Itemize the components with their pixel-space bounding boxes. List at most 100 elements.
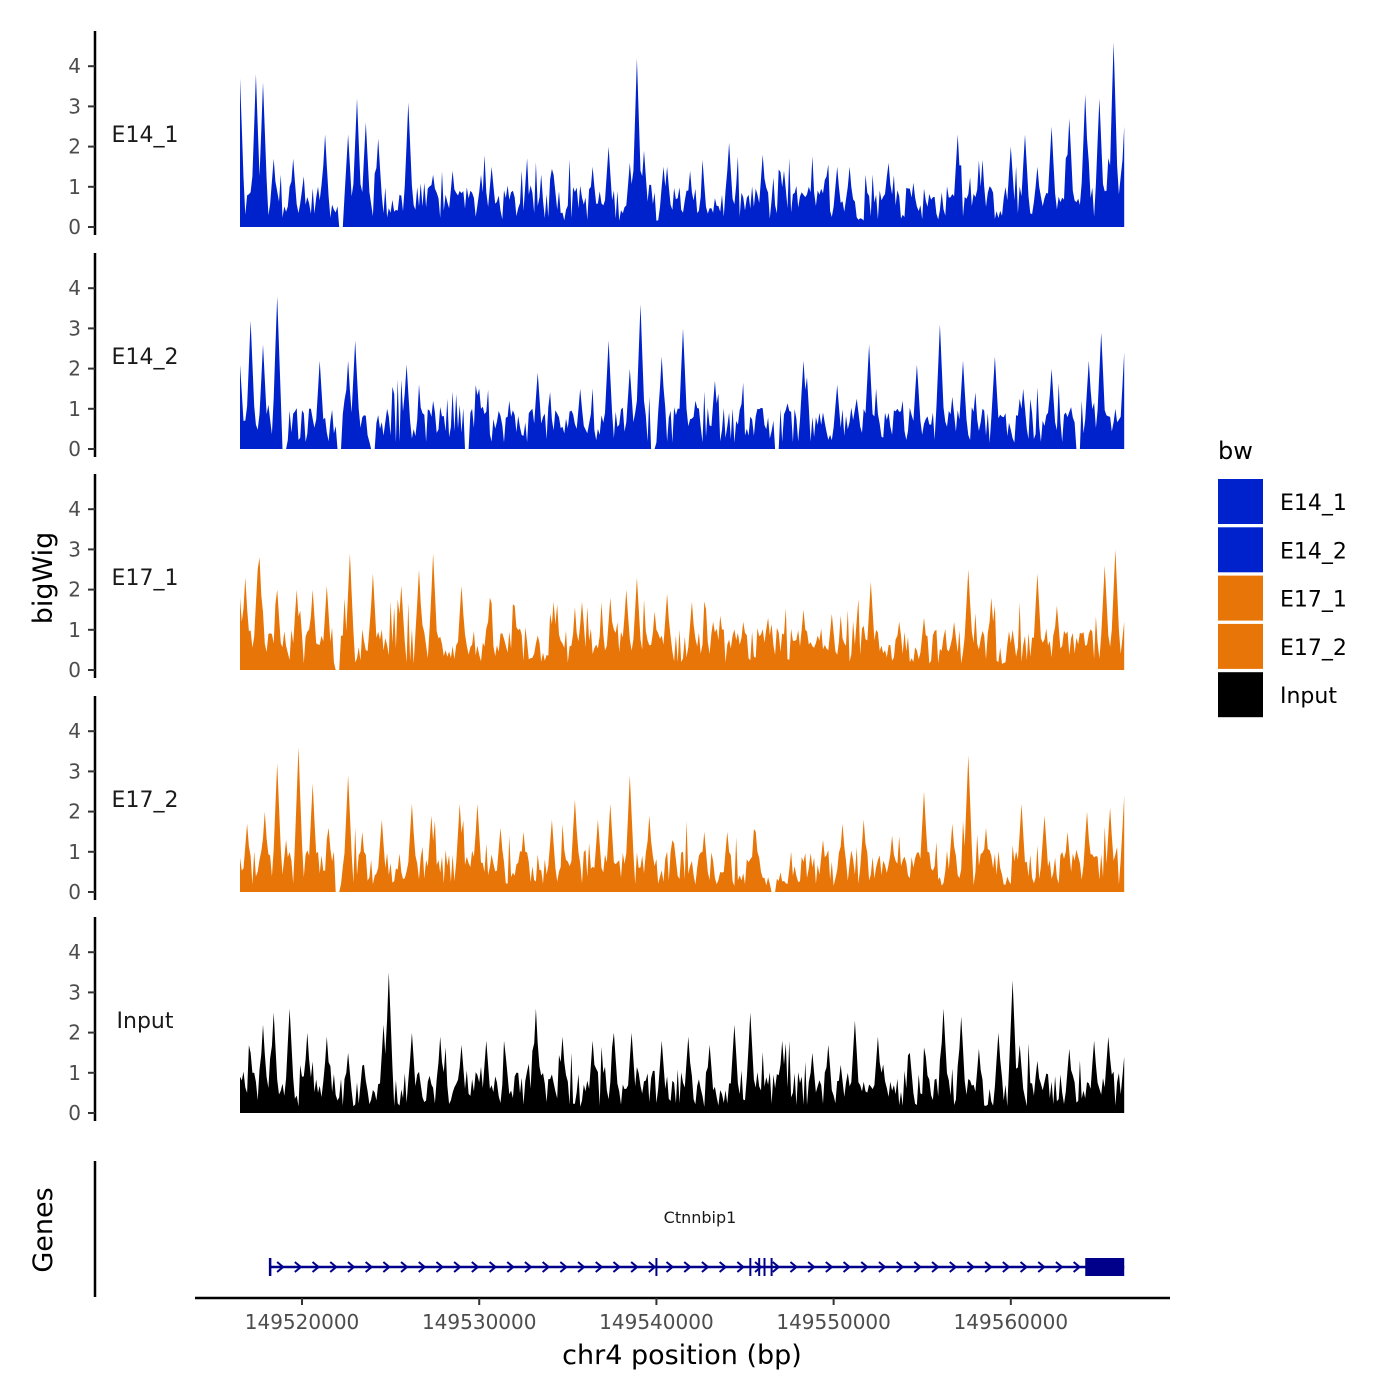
- strand-chevron: [665, 1261, 675, 1273]
- track-label: E14_2: [112, 345, 179, 370]
- legend-label: E17_1: [1280, 588, 1347, 613]
- legend-swatch-e14_2: [1218, 527, 1263, 573]
- coverage-area-e17_1: [240, 549, 1125, 670]
- y-tick-label: 2: [68, 800, 81, 824]
- track-panel-e17_2: 0 1 2 3 4 E17_2: [68, 696, 1125, 904]
- strand-chevron: [311, 1261, 321, 1273]
- y-tick-label: 2: [68, 1021, 81, 1045]
- tracks-layer: 0 1 2 3 4 E14_1 0 1 2 3 4 E14_2 0 1 2 3 4 E17_1 0 1 2 3 4 E17_2…: [68, 31, 1125, 1125]
- strand-chevron: [506, 1261, 515, 1273]
- legend-swatch-e17_1: [1218, 575, 1263, 621]
- gene-exon-block: [1085, 1258, 1125, 1276]
- y-tick-label: 1: [68, 618, 81, 642]
- legend-label: E17_2: [1280, 636, 1347, 661]
- track-panel-input: 0 1 2 3 4 Input: [68, 917, 1125, 1125]
- strand-chevron: [400, 1261, 409, 1273]
- y-tick-label: 0: [68, 437, 81, 461]
- gene-track-title: Genes: [28, 1187, 59, 1272]
- track-label: E17_1: [112, 566, 179, 591]
- track-panel-e17_1: 0 1 2 3 4 E17_1: [68, 474, 1125, 682]
- strand-chevron: [577, 1261, 586, 1273]
- x-tick-label: 149520000: [245, 1310, 360, 1334]
- strand-chevron: [718, 1261, 728, 1273]
- y-tick-label: 4: [68, 54, 81, 78]
- strand-chevron: [966, 1261, 975, 1273]
- strand-chevron: [612, 1261, 621, 1273]
- y-tick-label: 0: [68, 658, 81, 682]
- strand-chevron: [878, 1261, 887, 1273]
- legend-title: bw: [1218, 437, 1253, 465]
- y-tick-label: 3: [68, 94, 81, 118]
- strand-chevron: [347, 1261, 356, 1273]
- strand-chevron: [435, 1261, 444, 1273]
- y-tick-label: 2: [68, 357, 81, 381]
- x-tick-label: 149550000: [776, 1310, 891, 1334]
- strand-chevron: [683, 1261, 692, 1273]
- y-tick-label: 4: [68, 497, 81, 521]
- strand-chevron: [860, 1261, 869, 1273]
- y-axis-title: bigWig: [28, 532, 59, 625]
- y-tick-label: 1: [68, 175, 81, 199]
- track-label: E17_2: [112, 788, 179, 813]
- coverage-area-e14_1: [240, 42, 1125, 227]
- strand-chevron: [789, 1261, 798, 1273]
- strand-chevron: [541, 1261, 551, 1273]
- y-tick-label: 3: [68, 537, 81, 561]
- coverage-area-input: [240, 972, 1125, 1113]
- y-tick-label: 2: [68, 578, 81, 602]
- strand-chevron: [559, 1261, 568, 1273]
- strand-chevron: [825, 1261, 834, 1273]
- strand-chevron: [1002, 1261, 1011, 1273]
- legend-swatch-e14_1: [1218, 479, 1263, 524]
- y-tick-label: 4: [68, 719, 81, 743]
- y-tick-label: 0: [68, 880, 81, 904]
- y-tick-label: 3: [68, 759, 81, 783]
- y-tick-label: 1: [68, 840, 81, 864]
- strand-chevron: [949, 1261, 958, 1273]
- strand-chevron: [648, 1261, 657, 1273]
- strand-chevron: [630, 1261, 639, 1273]
- y-tick-label: 1: [68, 1061, 81, 1085]
- strand-chevron: [984, 1261, 993, 1273]
- track-label: Input: [117, 1009, 174, 1034]
- strand-chevron: [276, 1261, 285, 1273]
- strand-chevron: [1037, 1261, 1046, 1273]
- strand-chevron: [895, 1261, 905, 1273]
- track-panel-e14_2: 0 1 2 3 4 E14_2: [68, 253, 1125, 461]
- x-tick-label: 149540000: [599, 1310, 714, 1334]
- x-axis-title: chr4 position (bp): [562, 1340, 802, 1371]
- strand-chevron: [842, 1261, 852, 1273]
- coverage-area-e14_2: [240, 296, 1125, 449]
- strand-chevron: [754, 1261, 763, 1273]
- track-label: E14_1: [112, 123, 179, 148]
- legend-label: Input: [1280, 684, 1337, 709]
- strand-chevron: [364, 1261, 374, 1273]
- y-tick-label: 1: [68, 397, 81, 421]
- x-axis: 149520000 149530000 149540000 149550000 1495…: [195, 1296, 1170, 1334]
- x-tick-label: 149530000: [422, 1310, 537, 1334]
- coverage-area-e17_2: [240, 747, 1125, 892]
- y-tick-label: 3: [68, 980, 81, 1004]
- legend-swatch-input: [1218, 672, 1263, 718]
- strand-chevron: [913, 1261, 922, 1273]
- strand-chevron: [931, 1261, 940, 1273]
- strand-chevron: [772, 1261, 781, 1273]
- strand-chevron: [488, 1261, 498, 1273]
- track-panel-e14_1: 0 1 2 3 4 E14_1: [68, 31, 1125, 239]
- strand-chevron: [524, 1261, 533, 1273]
- strand-chevron: [595, 1261, 604, 1273]
- strand-chevron: [701, 1261, 710, 1273]
- strand-chevron: [382, 1261, 391, 1273]
- legend: bw E14_1 E14_2 E17_1 E17_2 Input: [1218, 437, 1347, 718]
- gene-name-label: Ctnnbip1: [664, 1208, 737, 1227]
- legend-swatch-e17_2: [1218, 623, 1263, 669]
- legend-label: E14_1: [1280, 491, 1347, 516]
- strand-chevron: [453, 1261, 462, 1273]
- legend-label: E14_2: [1280, 539, 1347, 564]
- x-tick-label: 149560000: [954, 1310, 1069, 1334]
- y-tick-label: 4: [68, 940, 81, 964]
- strand-chevron: [1072, 1261, 1082, 1273]
- y-tick-label: 4: [68, 276, 81, 300]
- strand-chevron: [471, 1261, 480, 1273]
